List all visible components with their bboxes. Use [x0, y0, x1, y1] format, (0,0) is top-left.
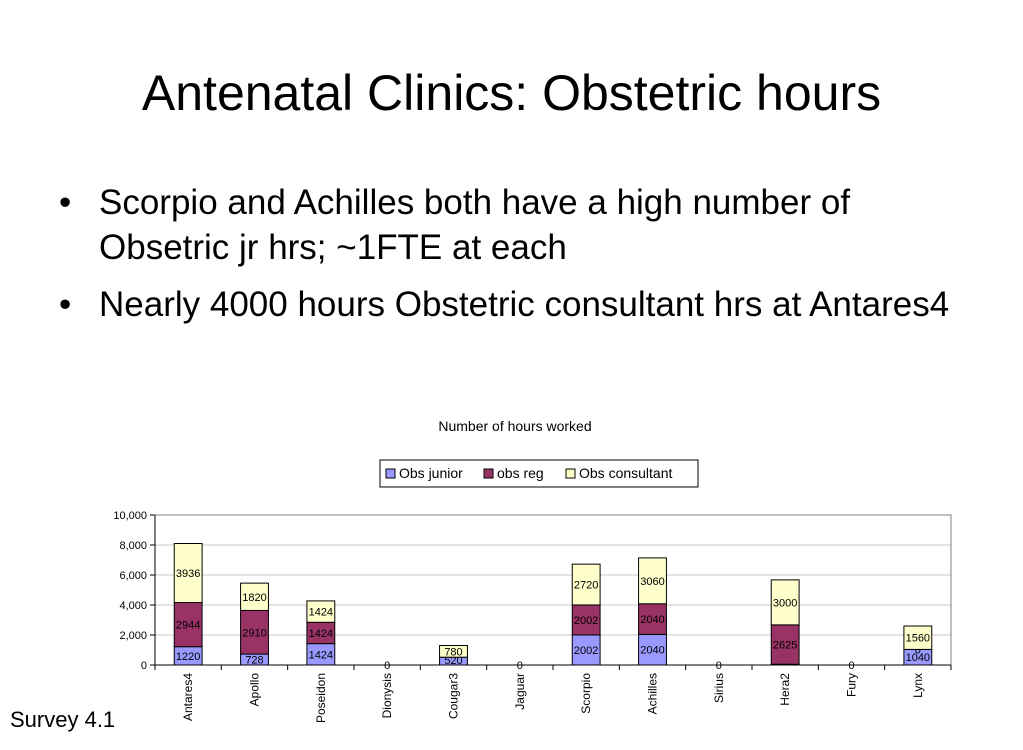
- x-tick-label: Sirius: [712, 673, 726, 703]
- data-label: 2040: [640, 614, 664, 626]
- x-tick-label: Poseidon: [314, 673, 328, 723]
- x-tick-label: Cougar3: [447, 673, 461, 719]
- legend-label: Obs junior: [399, 465, 463, 481]
- legend-swatch: [565, 468, 576, 479]
- data-label: 2040: [640, 645, 664, 657]
- data-label: 0: [384, 660, 390, 672]
- data-label: 1560: [906, 633, 930, 645]
- y-tick-label: 10,000: [113, 510, 147, 522]
- y-tick-label: 0: [141, 660, 147, 672]
- legend-label: obs reg: [497, 465, 544, 481]
- y-tick-label: 6,000: [119, 570, 147, 582]
- data-label: 1424: [309, 628, 333, 640]
- x-tick-label: Fury: [845, 673, 859, 697]
- x-tick-label: Scorpio: [579, 673, 593, 714]
- data-label: 728: [245, 655, 263, 667]
- data-label: 1424: [309, 649, 333, 661]
- data-label: 2944: [176, 620, 200, 632]
- bar-segment: [439, 645, 468, 658]
- footer-label: Survey 4.1: [10, 707, 116, 732]
- bullet-list: • Scorpio and Achilles both have a high n…: [55, 180, 975, 339]
- data-label: 780: [444, 646, 462, 658]
- data-label: 1424: [309, 607, 333, 619]
- y-tick-label: 4,000: [119, 600, 147, 612]
- data-label: 0: [848, 660, 854, 672]
- bar-segment: [173, 602, 203, 648]
- data-label: 3936: [176, 568, 200, 580]
- x-tick-label: Dionysis: [380, 673, 394, 718]
- chart-legend: [379, 459, 699, 488]
- bullet-text: Nearly 4000 hours Obstetric consultant h…: [99, 285, 950, 324]
- y-tick-label: 8,000: [119, 540, 147, 552]
- data-label: 0: [915, 644, 921, 656]
- bullet-item: • Nearly 4000 hours Obstetric consultant …: [55, 282, 975, 327]
- x-tick-label: Achilles: [646, 673, 660, 714]
- chart-title: Number of hours worked: [438, 418, 591, 434]
- data-label: 3060: [640, 576, 664, 588]
- data-label: 1040: [906, 652, 930, 664]
- x-tick-label: Lynx: [911, 673, 925, 698]
- bullet-item: • Scorpio and Achilles both have a high n…: [55, 180, 975, 270]
- data-label: 1820: [242, 592, 266, 604]
- legend-swatch: [385, 468, 396, 479]
- data-label: 0: [716, 660, 722, 672]
- x-tick-label: Antares4: [181, 673, 195, 721]
- data-label: 1220: [176, 651, 200, 663]
- bullet-dot: •: [59, 285, 72, 324]
- data-label: 0: [517, 660, 523, 672]
- data-label: 2625: [773, 640, 797, 652]
- data-label: 520: [444, 655, 462, 667]
- data-label: 2002: [574, 615, 598, 627]
- x-tick-label: Jaguar: [513, 673, 527, 710]
- legend-swatch: [483, 468, 494, 479]
- x-tick-label: Apollo: [248, 673, 262, 707]
- bullet-text: Scorpio and Achilles both have a high nu…: [99, 183, 851, 267]
- bar-segment: [638, 557, 667, 605]
- bar-segment: [173, 543, 203, 604]
- bar-segment: [306, 600, 336, 623]
- bar-segment: [571, 604, 601, 636]
- bar-segment: [638, 603, 667, 635]
- data-label: 2910: [242, 627, 266, 639]
- data-label: 3000: [773, 597, 797, 609]
- bullet-dot: •: [59, 183, 72, 222]
- bar-segment: [770, 579, 800, 626]
- bar-segment: [903, 625, 933, 650]
- slide-title: Antenatal Clinics: Obstetric hours: [141, 65, 882, 121]
- data-label: 2002: [574, 645, 598, 657]
- legend-label: Obs consultant: [579, 465, 672, 481]
- bar-segment: [240, 582, 269, 611]
- bar-segment: [638, 633, 667, 666]
- y-tick-label: 2,000: [119, 630, 147, 642]
- data-label: 2720: [574, 580, 598, 592]
- x-tick-label: Hera2: [778, 673, 792, 706]
- plot-area: [154, 514, 952, 666]
- bar-segment: [571, 563, 601, 606]
